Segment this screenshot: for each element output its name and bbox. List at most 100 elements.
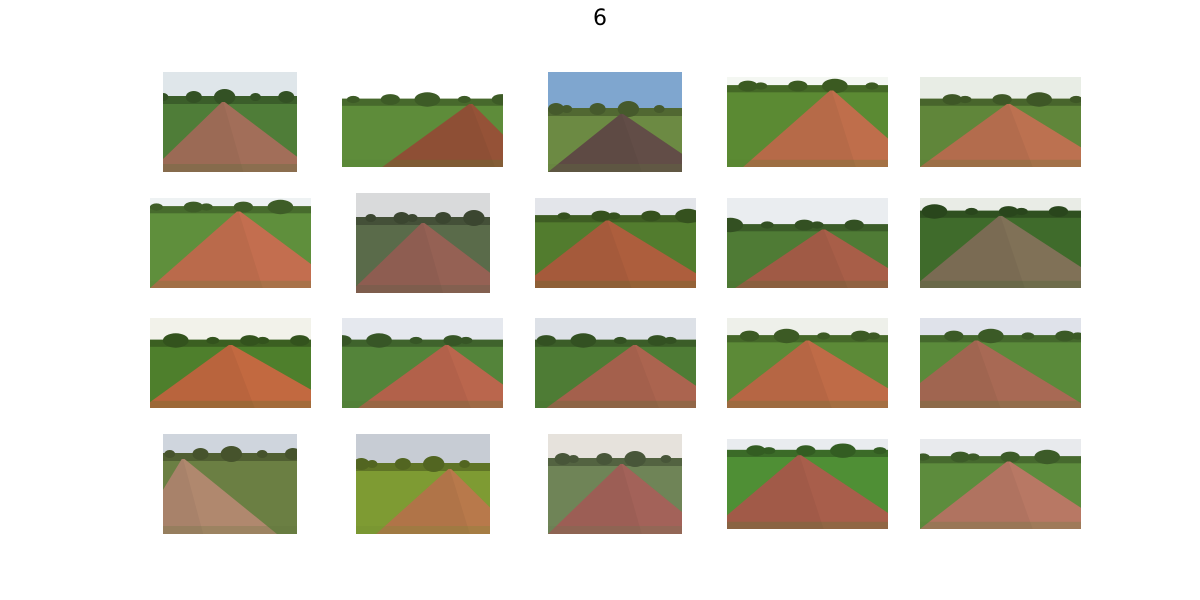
image-6 bbox=[150, 198, 311, 288]
tree bbox=[817, 332, 831, 340]
image-3 bbox=[548, 72, 682, 172]
road-scene-2 bbox=[342, 77, 503, 167]
tree bbox=[557, 212, 571, 220]
tree bbox=[653, 105, 665, 113]
tree bbox=[675, 208, 696, 224]
tree bbox=[762, 447, 776, 455]
tree bbox=[873, 447, 887, 455]
tree bbox=[393, 212, 410, 224]
tree bbox=[290, 335, 310, 346]
tree bbox=[554, 453, 571, 465]
tree bbox=[162, 333, 189, 348]
tree bbox=[1014, 207, 1028, 216]
road-scene-9 bbox=[727, 198, 888, 288]
tree bbox=[738, 80, 758, 92]
tree bbox=[233, 201, 254, 213]
image-16 bbox=[163, 434, 297, 534]
tree bbox=[865, 82, 879, 90]
image-13 bbox=[535, 318, 696, 408]
tree bbox=[977, 328, 1004, 344]
tree bbox=[256, 336, 270, 345]
tree bbox=[746, 445, 766, 457]
tree bbox=[561, 105, 573, 113]
image-10 bbox=[920, 198, 1081, 288]
tree bbox=[346, 95, 360, 104]
tree bbox=[921, 204, 948, 219]
tree bbox=[164, 450, 176, 458]
tree bbox=[867, 332, 880, 340]
tree bbox=[185, 91, 202, 103]
tree bbox=[613, 336, 627, 345]
tree bbox=[794, 219, 814, 231]
road-scene-11 bbox=[150, 318, 311, 408]
tree bbox=[942, 94, 962, 105]
tree bbox=[192, 448, 209, 460]
image-17 bbox=[356, 434, 490, 534]
image-7 bbox=[356, 193, 490, 293]
tree bbox=[647, 335, 668, 346]
tree bbox=[163, 93, 169, 101]
tree bbox=[240, 335, 260, 346]
tree bbox=[1048, 206, 1069, 217]
tree bbox=[213, 89, 236, 105]
image-12 bbox=[342, 318, 503, 408]
tree bbox=[1000, 451, 1020, 463]
tree bbox=[739, 330, 760, 342]
tree bbox=[727, 217, 744, 233]
tree bbox=[958, 95, 972, 104]
tree bbox=[920, 453, 930, 461]
tree bbox=[394, 458, 411, 470]
tree bbox=[660, 455, 672, 463]
road-scene-16 bbox=[163, 434, 297, 534]
tree bbox=[409, 336, 423, 345]
image-15 bbox=[920, 318, 1081, 408]
dirt-road bbox=[382, 104, 503, 167]
tree bbox=[220, 446, 243, 462]
image-11 bbox=[150, 318, 311, 408]
image-9 bbox=[727, 198, 888, 288]
image-19 bbox=[727, 439, 888, 529]
tree bbox=[284, 448, 297, 460]
road-scene-13 bbox=[535, 318, 696, 408]
tree bbox=[821, 78, 848, 94]
road-scene-12 bbox=[342, 318, 503, 408]
road-scene-1 bbox=[163, 72, 297, 172]
tree bbox=[796, 445, 816, 457]
road-scene-5 bbox=[920, 77, 1081, 167]
road-scene-3 bbox=[548, 72, 682, 172]
tree bbox=[206, 336, 220, 345]
tree bbox=[150, 203, 163, 211]
road-scene-14 bbox=[727, 318, 888, 408]
tree bbox=[641, 210, 661, 222]
road-scene-18 bbox=[548, 434, 682, 534]
tree bbox=[342, 335, 352, 346]
image-1 bbox=[163, 72, 297, 172]
tree bbox=[617, 101, 640, 117]
tree bbox=[950, 451, 970, 463]
tree bbox=[1055, 330, 1075, 342]
road-scene-8 bbox=[535, 198, 696, 288]
image-2 bbox=[342, 77, 503, 167]
tree bbox=[1069, 95, 1081, 104]
tree bbox=[199, 203, 213, 211]
tree bbox=[491, 94, 503, 105]
road-scene-17 bbox=[356, 434, 490, 534]
tree bbox=[624, 451, 646, 467]
tree bbox=[356, 458, 370, 470]
tree bbox=[463, 210, 485, 226]
tree bbox=[366, 333, 392, 348]
road-scene-7 bbox=[356, 193, 490, 293]
tree bbox=[250, 93, 261, 101]
tree bbox=[754, 82, 768, 90]
tree bbox=[773, 328, 800, 344]
tree bbox=[406, 214, 418, 222]
road-scene-20 bbox=[920, 439, 1081, 529]
tree bbox=[850, 330, 871, 342]
tree bbox=[414, 92, 441, 107]
tree bbox=[998, 206, 1019, 217]
road-scene-19 bbox=[727, 439, 888, 529]
tree bbox=[966, 453, 980, 461]
tree bbox=[457, 95, 471, 104]
tree bbox=[570, 333, 597, 348]
tree bbox=[568, 455, 579, 463]
